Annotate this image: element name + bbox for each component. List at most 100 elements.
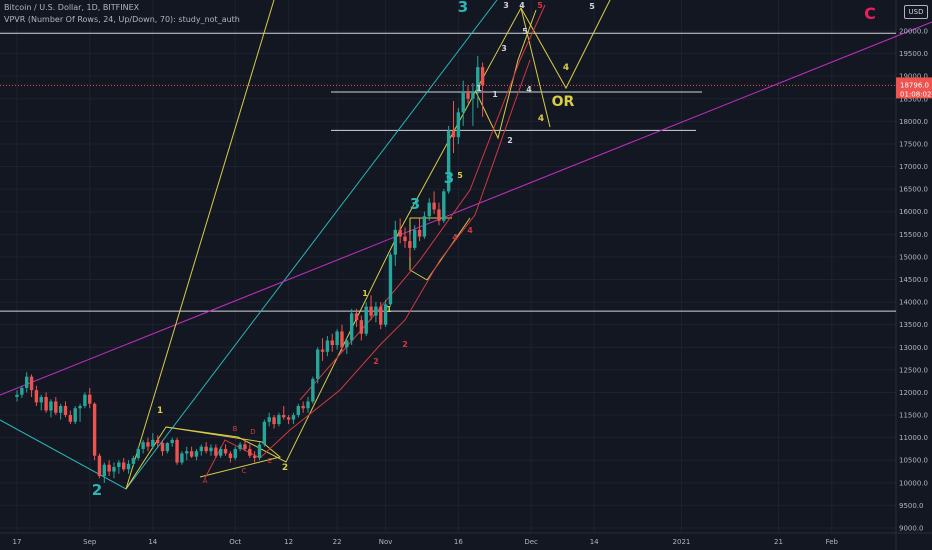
candle[interactable] <box>379 302 383 330</box>
candle[interactable] <box>403 227 407 248</box>
wave-label[interactable]: E <box>268 457 272 465</box>
candle[interactable] <box>155 435 160 447</box>
candle[interactable] <box>112 462 116 479</box>
wave-label[interactable]: 1 <box>362 289 368 298</box>
wave-label[interactable]: 2 <box>373 357 379 366</box>
wave-label[interactable]: 1 <box>492 90 498 99</box>
candle[interactable] <box>219 446 223 458</box>
candle[interactable] <box>122 457 126 472</box>
candle[interactable] <box>44 392 48 413</box>
candle[interactable] <box>272 415 276 429</box>
candle[interactable] <box>131 455 136 468</box>
candle[interactable] <box>194 448 199 461</box>
candle[interactable] <box>146 437 150 452</box>
candle[interactable] <box>432 191 436 214</box>
candle[interactable] <box>204 442 208 454</box>
candle[interactable] <box>160 439 165 456</box>
candle[interactable] <box>58 403 63 420</box>
candle[interactable] <box>374 302 378 323</box>
candle[interactable] <box>63 401 68 418</box>
wave-label[interactable]: 2 <box>507 136 513 145</box>
candle[interactable] <box>243 439 247 452</box>
candle[interactable] <box>325 335 330 357</box>
candle[interactable] <box>306 396 310 413</box>
wave-label[interactable]: 2 <box>282 463 288 473</box>
wave-label[interactable]: 5 <box>522 27 528 36</box>
yellow-minor-wave[interactable] <box>475 9 537 140</box>
candle[interactable] <box>175 437 179 465</box>
currency-button[interactable]: USD <box>904 5 928 19</box>
wave-label[interactable]: 4 <box>452 233 458 242</box>
candle[interactable] <box>388 252 393 307</box>
candle[interactable] <box>68 410 73 425</box>
candle[interactable] <box>252 451 257 463</box>
candle[interactable] <box>238 442 242 452</box>
candle[interactable] <box>117 460 121 474</box>
candle[interactable] <box>141 439 145 454</box>
wave-label[interactable]: 4 <box>526 85 532 94</box>
candle[interactable] <box>296 403 300 418</box>
candle[interactable] <box>291 412 296 425</box>
candle[interactable] <box>228 451 233 463</box>
candle[interactable] <box>92 402 97 461</box>
candle[interactable] <box>257 442 262 461</box>
candle[interactable] <box>354 308 359 327</box>
yellow-triangle[interactable] <box>165 426 282 478</box>
candle[interactable] <box>29 374 34 397</box>
candle[interactable] <box>311 376 315 404</box>
yellow-channel-line[interactable] <box>125 0 275 490</box>
price-axis[interactable]: 9000.0 9500.0 10000.0 10500.0 11000.0 11500.0… <box>899 28 928 533</box>
wave-label[interactable]: 3 <box>458 0 468 16</box>
candle[interactable] <box>437 202 441 226</box>
candle[interactable] <box>282 406 286 420</box>
candle[interactable] <box>165 442 170 454</box>
candle[interactable] <box>189 446 194 458</box>
candle[interactable] <box>102 462 106 483</box>
candle[interactable] <box>345 338 349 355</box>
candle[interactable] <box>107 460 111 477</box>
wave-label[interactable]: 5 <box>537 1 543 10</box>
wave-label[interactable]: C <box>864 4 876 23</box>
candle[interactable] <box>248 444 252 458</box>
wave-label[interactable]: 3 <box>410 195 420 213</box>
candle[interactable] <box>422 211 427 239</box>
yellow-wave-path[interactable] <box>125 6 551 490</box>
wave-label[interactable]: 4 <box>538 114 544 124</box>
wave-label[interactable]: 4 <box>563 63 569 73</box>
candle[interactable] <box>476 55 480 108</box>
candle[interactable] <box>398 218 402 244</box>
candle[interactable] <box>223 444 228 456</box>
red-channel-line[interactable] <box>299 4 546 401</box>
wave-label[interactable]: 2 <box>402 340 408 349</box>
time-axis[interactable]: 17 Sep 14 Oct 12 22 Nov 16 Dec 14 2021 21 Feb <box>13 538 839 546</box>
candle[interactable] <box>413 225 417 251</box>
candle[interactable] <box>480 62 485 117</box>
wave-label[interactable]: 3 <box>444 169 454 187</box>
candle[interactable] <box>451 101 456 153</box>
candle[interactable] <box>461 80 465 126</box>
candle[interactable] <box>54 396 58 416</box>
symbol-legend[interactable]: Bitcoin / U.S. Dollar, 1D, BITFINEX <box>4 3 140 12</box>
wave-label[interactable]: OR <box>552 94 575 110</box>
candle[interactable] <box>393 220 397 266</box>
wave-label[interactable]: D <box>250 428 255 436</box>
wave-label[interactable]: B <box>233 425 238 433</box>
yellow-projection-path[interactable] <box>520 0 611 90</box>
candle[interactable] <box>151 433 155 449</box>
candle[interactable] <box>369 295 373 321</box>
candle[interactable] <box>180 451 184 465</box>
candle[interactable] <box>199 444 203 456</box>
candle[interactable] <box>340 324 344 352</box>
wave-label[interactable]: 3 <box>501 44 507 53</box>
candle[interactable] <box>136 446 140 461</box>
candle[interactable] <box>83 392 87 409</box>
candle[interactable] <box>214 444 218 458</box>
candle[interactable] <box>49 399 53 418</box>
magenta-trendline[interactable] <box>0 21 932 396</box>
candle[interactable] <box>277 412 281 427</box>
wave-label[interactable]: C <box>242 467 247 475</box>
candle[interactable] <box>330 333 334 352</box>
candle[interactable] <box>20 385 24 398</box>
candle[interactable] <box>427 198 431 221</box>
